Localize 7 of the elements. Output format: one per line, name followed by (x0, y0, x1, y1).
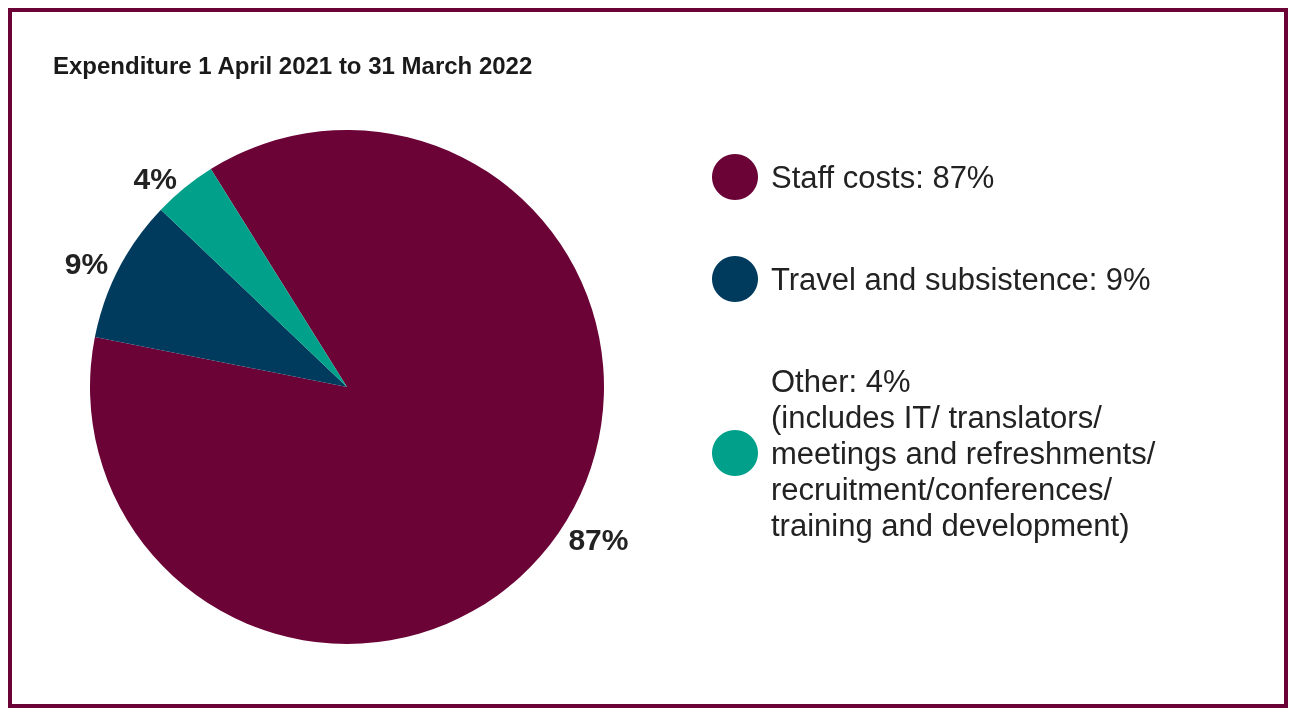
data-label: 9% (64, 246, 109, 280)
legend-label: Other: 4% (includes IT/ translators/ meetings and refreshments/ recruitment/conferences/ training and development) (771, 363, 1156, 543)
legend-label: Staff costs: 87% (771, 159, 995, 195)
chart-title: Expenditure 1 April 2021 to 31 March 2022 (53, 51, 533, 79)
data-label: 4% (133, 162, 177, 196)
data-label: 87% (568, 523, 629, 557)
legend-label: Travel and subsistence: 9% (771, 261, 1151, 297)
